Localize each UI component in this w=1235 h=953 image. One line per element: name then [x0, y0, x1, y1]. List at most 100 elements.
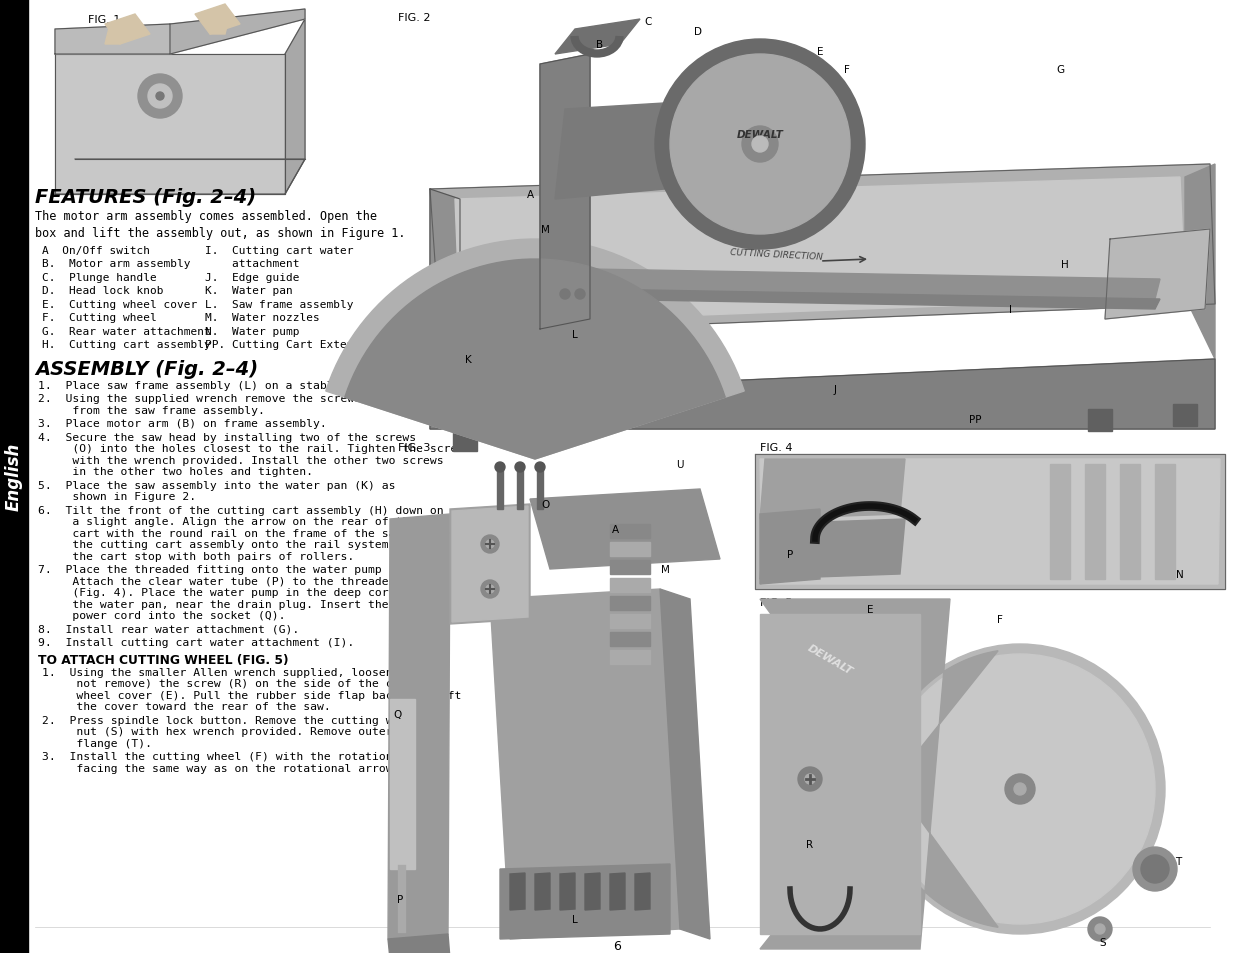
Text: FIG. 3: FIG. 3	[398, 442, 430, 453]
Polygon shape	[610, 578, 650, 593]
Text: H.  Cutting cart assembly: H. Cutting cart assembly	[42, 340, 211, 350]
Text: J: J	[834, 385, 836, 395]
Text: cart with the round rail on the frame of the saw. Slide: cart with the round rail on the frame of…	[38, 529, 451, 538]
Text: I: I	[1009, 305, 1011, 314]
Polygon shape	[610, 615, 650, 628]
Polygon shape	[760, 510, 820, 584]
Text: A: A	[611, 524, 619, 535]
Polygon shape	[610, 560, 650, 575]
Polygon shape	[345, 260, 725, 459]
Text: the cover toward the rear of the saw.: the cover toward the rear of the saw.	[42, 701, 331, 712]
Text: from the saw frame assembly.: from the saw frame assembly.	[38, 406, 264, 416]
Text: T: T	[1174, 856, 1181, 866]
Circle shape	[156, 92, 164, 101]
Text: L.  Saw frame assembly: L. Saw frame assembly	[205, 299, 353, 310]
Text: A  On/Off switch: A On/Off switch	[42, 246, 149, 255]
Text: G: G	[1056, 65, 1065, 75]
Circle shape	[1014, 783, 1026, 795]
Text: D: D	[694, 27, 701, 37]
Text: 5.  Place the saw assembly into the water pan (K) as: 5. Place the saw assembly into the water…	[38, 480, 395, 491]
Text: FIG. 4: FIG. 4	[760, 442, 793, 453]
Text: in the other two holes and tighten.: in the other two holes and tighten.	[38, 467, 312, 477]
Text: N: N	[1176, 569, 1184, 579]
Text: attachment: attachment	[205, 259, 300, 269]
Text: R: R	[806, 840, 814, 849]
Polygon shape	[56, 55, 285, 194]
Polygon shape	[610, 650, 650, 664]
Text: with the wrench provided. Install the other two screws: with the wrench provided. Install the ot…	[38, 456, 443, 465]
Text: C: C	[645, 17, 652, 27]
Text: 3.  Install the cutting wheel (F) with the rotational arrow: 3. Install the cutting wheel (F) with th…	[42, 752, 447, 761]
Polygon shape	[56, 160, 305, 194]
Text: 4.  Secure the saw head by installing two of the screws: 4. Secure the saw head by installing two…	[38, 433, 416, 442]
Polygon shape	[1155, 464, 1174, 579]
Polygon shape	[56, 25, 170, 55]
Text: facing the same way as on the rotational arrow on the: facing the same way as on the rotational…	[42, 763, 441, 773]
Circle shape	[515, 462, 525, 473]
Text: 2.  Press spindle lock button. Remove the cutting wheel: 2. Press spindle lock button. Remove the…	[42, 716, 420, 725]
Polygon shape	[435, 285, 535, 335]
Text: FIG. 1: FIG. 1	[88, 15, 120, 25]
Text: F: F	[997, 615, 1003, 624]
Text: K.  Water pan: K. Water pan	[205, 286, 293, 296]
Circle shape	[1149, 863, 1161, 875]
Text: M: M	[541, 225, 550, 234]
Text: H: H	[1061, 260, 1068, 270]
Polygon shape	[430, 359, 1215, 430]
Circle shape	[798, 767, 823, 791]
Text: P: P	[787, 550, 793, 559]
Circle shape	[752, 137, 768, 152]
Circle shape	[1005, 774, 1035, 804]
Polygon shape	[388, 515, 450, 939]
Polygon shape	[585, 270, 1160, 299]
Text: The motor arm assembly comes assembled. Open the
box and lift the assembly out, : The motor arm assembly comes assembled. …	[35, 210, 405, 240]
Text: shown in Figure 2.: shown in Figure 2.	[38, 492, 196, 502]
Polygon shape	[510, 873, 525, 910]
Text: D.  Head lock knob: D. Head lock knob	[42, 286, 163, 296]
Text: the water pan, near the drain plug. Insert the pump: the water pan, near the drain plug. Inse…	[38, 599, 424, 609]
Text: the cart stop with both pairs of rollers.: the cart stop with both pairs of rollers…	[38, 552, 354, 561]
Polygon shape	[555, 100, 730, 200]
Polygon shape	[760, 599, 998, 949]
Text: FIG. 2: FIG. 2	[398, 13, 431, 23]
Polygon shape	[1086, 464, 1105, 579]
Polygon shape	[555, 20, 640, 55]
Text: 6.  Tilt the front of the cutting cart assembly (H) down on: 6. Tilt the front of the cutting cart as…	[38, 505, 443, 516]
Polygon shape	[453, 430, 477, 452]
Circle shape	[1141, 855, 1170, 883]
Polygon shape	[500, 864, 671, 939]
Polygon shape	[517, 470, 522, 510]
Text: 7.  Place the threaded fitting onto the water pump (N).: 7. Place the threaded fitting onto the w…	[38, 565, 416, 575]
Text: 8.  Install rear water attachment (G).: 8. Install rear water attachment (G).	[38, 624, 299, 635]
Text: CUTTING DIRECTION: CUTTING DIRECTION	[730, 248, 824, 262]
Polygon shape	[635, 873, 650, 910]
Text: ASSEMBLY (Fig. 2–4): ASSEMBLY (Fig. 2–4)	[35, 359, 258, 378]
Text: (O) into the holes closest to the rail. Tighten the screws: (O) into the holes closest to the rail. …	[38, 444, 471, 454]
Text: 9.  Install cutting cart water attachment (I).: 9. Install cutting cart water attachment…	[38, 638, 354, 648]
Polygon shape	[430, 165, 1215, 335]
Polygon shape	[1050, 464, 1070, 579]
Polygon shape	[537, 470, 543, 510]
Polygon shape	[1173, 405, 1197, 427]
Text: J.  Edge guide: J. Edge guide	[205, 273, 300, 283]
Text: L: L	[572, 914, 578, 924]
Circle shape	[495, 462, 505, 473]
Circle shape	[671, 55, 850, 234]
Text: F.  Cutting wheel: F. Cutting wheel	[42, 314, 157, 323]
Text: 1.  Using the smaller Allen wrench supplied, loosen (do: 1. Using the smaller Allen wrench suppli…	[42, 667, 420, 678]
Polygon shape	[535, 873, 550, 910]
Text: S: S	[1099, 937, 1107, 947]
Text: M.  Water nozzles: M. Water nozzles	[205, 314, 320, 323]
Text: DEWALT: DEWALT	[736, 130, 783, 140]
Polygon shape	[585, 873, 600, 910]
Polygon shape	[760, 615, 920, 934]
Text: G.  Rear water attachment: G. Rear water attachment	[42, 327, 211, 336]
Polygon shape	[585, 290, 1160, 310]
Polygon shape	[210, 15, 230, 35]
Text: E: E	[867, 604, 873, 615]
Polygon shape	[760, 519, 905, 579]
Polygon shape	[390, 700, 415, 869]
Polygon shape	[540, 55, 590, 330]
Text: O: O	[541, 499, 550, 510]
Polygon shape	[454, 178, 1186, 325]
